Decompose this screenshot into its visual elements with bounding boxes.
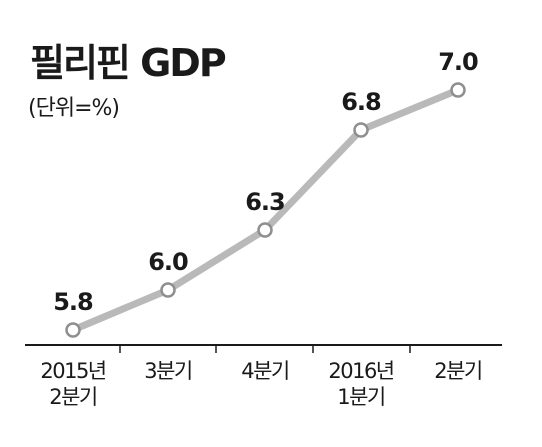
x-tick-label: 2분기 — [434, 359, 482, 383]
x-tick-label: 2016년 1분기 — [328, 359, 393, 409]
data-point — [450, 82, 466, 98]
data-label: 5.8 — [53, 288, 93, 316]
chart-title: 필리핀 GDP — [30, 41, 227, 85]
data-label: 6.3 — [245, 188, 285, 216]
x-tick-label: 2015년 2분기 — [40, 359, 105, 409]
data-point — [160, 282, 176, 298]
data-label: 6.0 — [148, 248, 188, 276]
data-point — [353, 122, 369, 138]
x-tick-label: 3분기 — [144, 359, 192, 383]
chart-subtitle: (단위=%) — [28, 96, 120, 121]
data-point — [257, 222, 273, 238]
data-label: 7.0 — [438, 48, 478, 76]
data-label: 6.8 — [341, 88, 381, 116]
data-point — [65, 322, 81, 338]
x-tick-label: 4분기 — [241, 359, 289, 383]
